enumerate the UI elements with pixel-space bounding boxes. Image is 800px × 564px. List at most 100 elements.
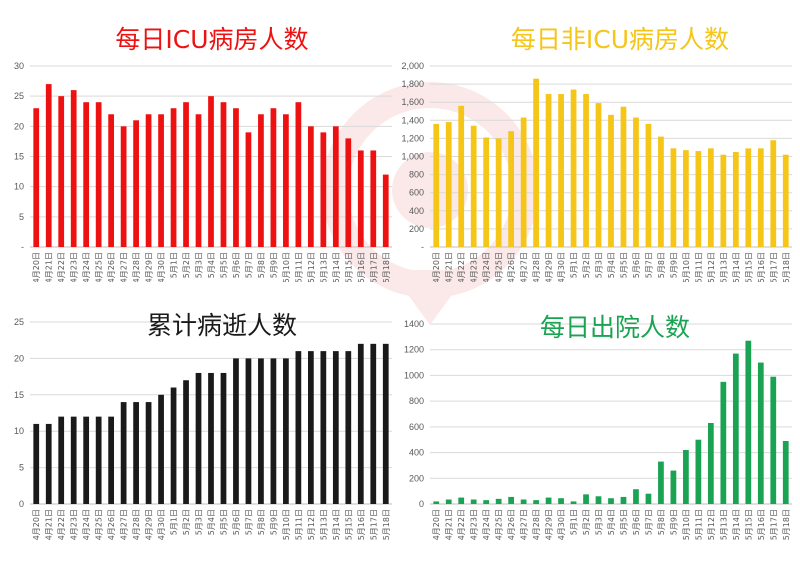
x-tick-label: 5月6日 — [632, 252, 641, 278]
bar — [458, 497, 465, 504]
bar — [633, 117, 639, 248]
x-tick-label: 5月16日 — [757, 509, 766, 540]
bar — [83, 102, 90, 247]
x-tick-label: 4月24日 — [482, 509, 491, 540]
x-tick-label: 4月30日 — [157, 252, 166, 282]
x-tick-label: 5月3日 — [595, 509, 604, 535]
x-tick-label: 4月24日 — [82, 509, 91, 540]
x-tick-label: 4月25日 — [95, 509, 104, 540]
bar — [183, 380, 189, 504]
bar — [433, 501, 440, 504]
x-tick-label: 5月12日 — [707, 509, 716, 540]
chart-title: 每日出院人数 — [540, 313, 690, 342]
x-tick-label: 5月4日 — [207, 509, 216, 535]
bar — [533, 78, 539, 247]
x-tick-label: 5月11日 — [294, 509, 303, 540]
y-tick-label: 600 — [409, 422, 424, 432]
y-tick-label: 400 — [409, 206, 424, 216]
x-tick-label: 5月15日 — [744, 509, 753, 540]
x-tick-label: 4月22日 — [457, 252, 466, 282]
bar — [220, 372, 227, 504]
x-tick-label: 4月29日 — [545, 252, 554, 282]
bar — [495, 498, 502, 504]
x-tick-label: 5月16日 — [757, 252, 766, 282]
x-tick-label: 5月1日 — [570, 509, 579, 535]
y-tick-label: 1400 — [404, 319, 424, 329]
x-tick-label: 5月17日 — [369, 509, 378, 540]
x-tick-label: 5月7日 — [244, 509, 253, 535]
bar — [508, 496, 515, 504]
y-tick-label: 5 — [19, 212, 24, 222]
bar — [332, 351, 339, 504]
y-tick-label: 5 — [19, 463, 24, 473]
bar — [720, 154, 727, 247]
x-tick-label: 4月20日 — [432, 509, 441, 540]
bar — [745, 340, 752, 504]
x-tick-label: 5月11日 — [294, 252, 303, 282]
y-tick-label: 15 — [14, 152, 24, 162]
bar — [608, 498, 614, 504]
bar — [720, 381, 727, 504]
x-tick-label: 5月14日 — [332, 509, 341, 540]
x-tick-label: 5月14日 — [732, 509, 741, 540]
bar — [95, 102, 102, 247]
x-tick-label: 5月10日 — [682, 509, 691, 540]
x-tick-label: 5月1日 — [570, 252, 579, 278]
x-tick-label: 5月9日 — [269, 252, 278, 278]
y-tick-label: 10 — [14, 182, 24, 192]
x-tick-label: 5月14日 — [332, 252, 341, 282]
bar — [583, 94, 589, 248]
bar — [95, 416, 102, 504]
bar — [745, 148, 752, 247]
x-tick-label: 5月2日 — [582, 509, 591, 535]
bar — [495, 138, 502, 247]
x-tick-label: 4月28日 — [532, 509, 541, 540]
bar — [782, 154, 789, 247]
y-tick-label: 600 — [409, 188, 424, 198]
discharge-chart-panel: 0 200 400 600 800 1000 1200 1400 4月20日 4月21日 4月22日… — [400, 282, 800, 564]
bar — [570, 89, 577, 247]
bar — [370, 150, 377, 247]
y-tick-label: 20 — [14, 353, 24, 363]
y-tick-label: 20 — [14, 121, 24, 131]
x-tick-label: 5月7日 — [644, 509, 653, 535]
bar — [258, 114, 264, 248]
x-tick-label: 4月29日 — [545, 509, 554, 540]
x-tick-label: 5月12日 — [707, 252, 716, 282]
y-tick-label: 1,200 — [401, 133, 424, 143]
x-tick-label: 4月27日 — [520, 252, 529, 282]
bar — [58, 416, 65, 504]
x-tick-label: 4月27日 — [120, 252, 129, 282]
y-tick-label: 2,000 — [401, 61, 424, 71]
icu-chart: - 5 10 15 20 25 30 4月20日 4月21日 4月22日 4月23日 4月24日 4月2… — [14, 25, 392, 282]
y-tick-label: 1,000 — [401, 152, 424, 162]
bar — [245, 132, 252, 247]
x-tick-label: 4月21日 — [445, 509, 454, 540]
bar — [245, 358, 252, 504]
bar — [732, 151, 739, 247]
bar — [545, 497, 552, 504]
bar — [633, 489, 639, 504]
x-tick-label: 5月7日 — [644, 252, 653, 278]
x-tick-label: 5月11日 — [694, 252, 703, 282]
bar — [695, 439, 702, 504]
x-tick-label: 4月29日 — [145, 509, 154, 540]
bar — [670, 470, 677, 504]
x-tick-label: 5月13日 — [719, 509, 728, 540]
x-tick-label: 5月18日 — [782, 509, 791, 540]
y-tick-label: 1000 — [404, 370, 424, 380]
deaths-chart: 0 5 10 15 20 25 4月20日 4月21日 4月22日 4月23日 4月24日 4月25日… — [14, 311, 392, 540]
bar — [233, 358, 239, 504]
bar — [283, 114, 289, 248]
x-tick-label: 5月13日 — [319, 252, 328, 282]
bar — [533, 500, 539, 504]
x-tick-label: 5月9日 — [669, 252, 678, 278]
bar — [770, 376, 777, 504]
x-tick-label: 5月11日 — [694, 509, 703, 540]
bar — [195, 114, 202, 248]
icu-chart-panel: - 5 10 15 20 25 30 4月20日 4月21日 4月22日 4月23日 4月24日 4月2… — [0, 0, 400, 282]
bar — [732, 353, 739, 504]
x-tick-label: 5月12日 — [307, 252, 316, 282]
bar — [170, 108, 177, 247]
bar — [233, 108, 239, 247]
